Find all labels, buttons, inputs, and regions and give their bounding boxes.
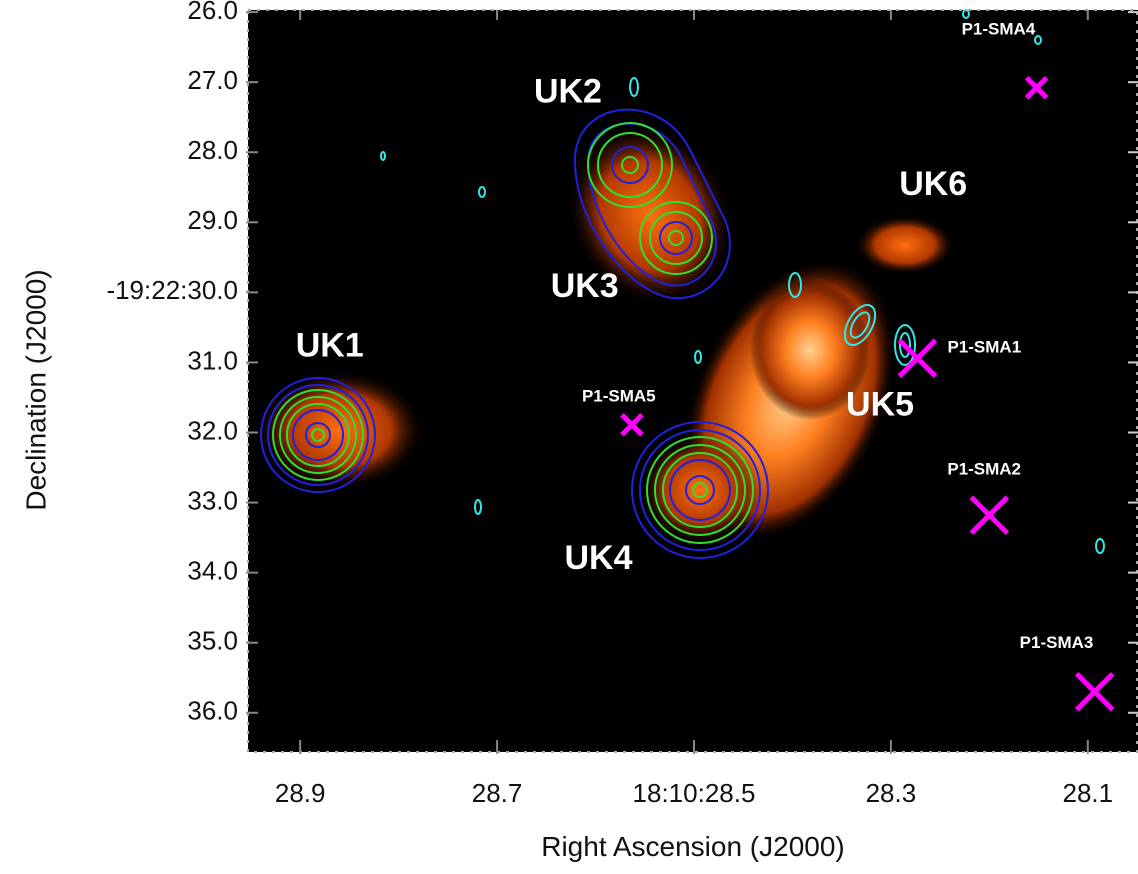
chart: Right Ascension (J2000) Declination (J20…: [0, 0, 1138, 869]
marker-label: P1-SMA5: [582, 386, 656, 405]
y-tick-label: 27.0: [187, 65, 238, 95]
x-tick-label: 28.7: [472, 778, 523, 808]
x-tick-label: 28.9: [275, 778, 326, 808]
marker-label: P1-SMA4: [962, 19, 1036, 38]
annotation: UK2: [534, 72, 602, 110]
annotation: UK3: [551, 267, 619, 305]
x-tick-label: 28.1: [1062, 778, 1113, 808]
y-tick-label: 35.0: [187, 626, 238, 656]
marker-label: P1-SMA3: [1020, 633, 1094, 652]
y-axis-title: Declination (J2000): [20, 269, 51, 510]
y-tick-label: 26.0: [187, 0, 238, 25]
y-tick-label: 33.0: [187, 485, 238, 515]
x-axis-title: Right Ascension (J2000): [541, 831, 845, 862]
marker-label: P1-SMA2: [947, 460, 1021, 479]
annotation: UK1: [296, 327, 364, 365]
y-tick-label: -19:22:30.0: [106, 275, 238, 305]
annotation: UK6: [899, 165, 967, 203]
annotation: UK4: [564, 539, 632, 577]
y-tick-label: 31.0: [187, 345, 238, 375]
x-tick-label: 28.3: [866, 778, 917, 808]
y-tick-label: 29.0: [187, 205, 238, 235]
y-tick-label: 36.0: [187, 696, 238, 726]
y-tick-label: 34.0: [187, 556, 238, 586]
x-tick-label: 18:10:28.5: [633, 778, 756, 808]
y-tick-label: 32.0: [187, 415, 238, 445]
marker-label: P1-SMA1: [947, 338, 1021, 357]
annotation: UK5: [846, 386, 914, 424]
y-tick-label: 28.0: [187, 135, 238, 165]
